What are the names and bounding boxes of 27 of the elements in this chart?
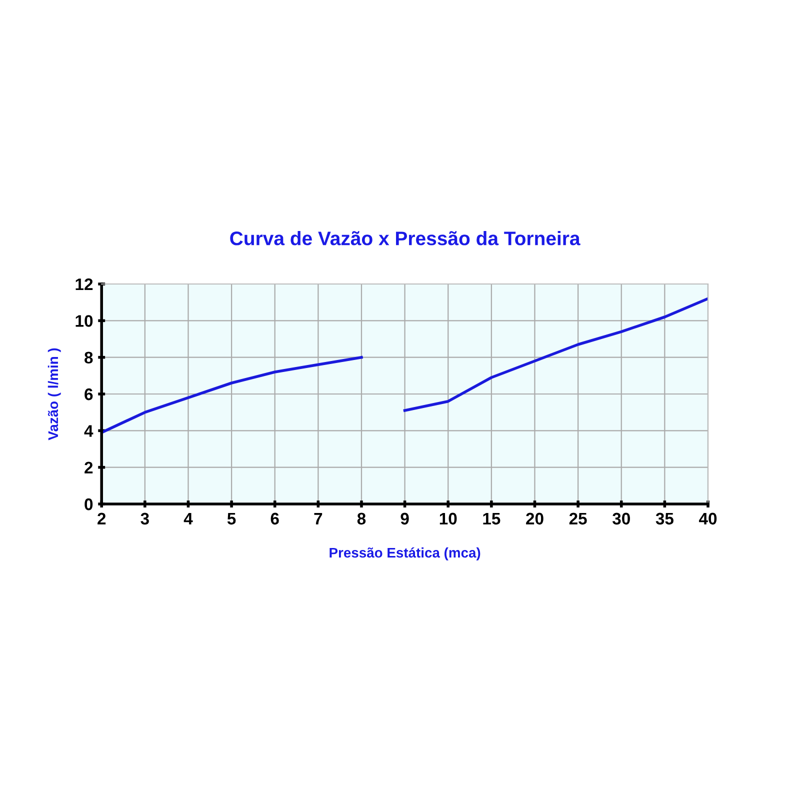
- x-tick-label: 7: [314, 512, 322, 524]
- x-tick-label: 30: [612, 512, 630, 525]
- x-tick-label: 10: [440, 512, 457, 525]
- line-series: [403, 297, 708, 412]
- x-tick-label: 4: [184, 512, 193, 524]
- line-series: [102, 356, 363, 434]
- x-tick-label: 9: [400, 512, 409, 525]
- x-tick-label: 40: [698, 512, 717, 525]
- y-tick-label: 12: [76, 278, 93, 290]
- chart-title: Curva de Vazão x Pressão da Torneira: [230, 231, 580, 246]
- x-tick-label: 35: [656, 512, 674, 525]
- y-tick-label: 6: [84, 388, 93, 400]
- y-tick-label: 8: [84, 352, 93, 364]
- y-tick-label: 10: [76, 315, 93, 327]
- y-tick-label: 2: [84, 462, 93, 474]
- x-tick-label: 3: [140, 512, 149, 525]
- x-tick-label: 25: [569, 512, 587, 525]
- y-tick-label: 4: [84, 425, 94, 437]
- x-tick-label: 15: [483, 512, 500, 525]
- x-tick-label: 5: [227, 512, 236, 525]
- y-tick-label: 0: [84, 498, 93, 510]
- y-axis-title: Vazão ( l/min ): [48, 348, 61, 440]
- x-tick-label: 6: [270, 512, 279, 525]
- x-axis-title: Pressão Estática (mca): [330, 547, 480, 560]
- x-tick-label: 20: [526, 512, 544, 525]
- x-tick-label: 2: [98, 512, 106, 524]
- x-tick-label: 8: [357, 512, 366, 525]
